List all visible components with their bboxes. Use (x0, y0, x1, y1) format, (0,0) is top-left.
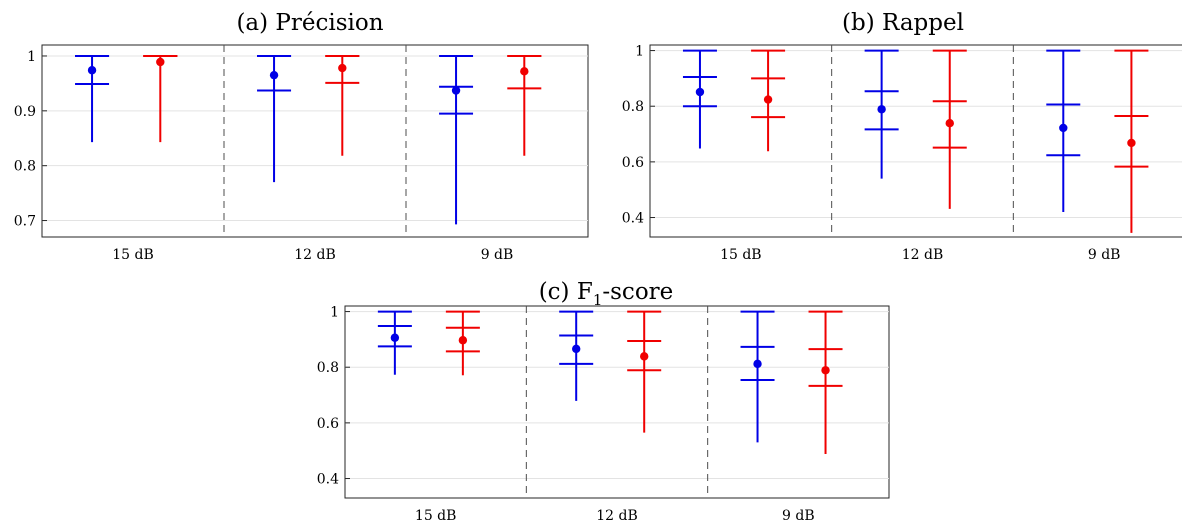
errorbar-red (751, 49, 786, 152)
errorbar-red (1114, 49, 1149, 233)
y-tick-label: 1 (27, 49, 36, 65)
chart-title-c-suffix: -score (602, 279, 673, 305)
mean-point (1059, 123, 1068, 133)
x-tick-label: 9 dB (481, 247, 514, 263)
mean-point (821, 366, 830, 375)
mean-point (945, 118, 954, 128)
errorbar-red (325, 54, 360, 156)
chart-title-a: (a) Précision (236, 10, 383, 36)
errorbar-red (932, 49, 967, 209)
errorbar-blue (864, 49, 899, 179)
plot-marks-c: 0.4 0.6 0.8 1 15 dB 12 dB 9 dB (317, 305, 889, 524)
x-tick-label: 15 dB (112, 247, 154, 263)
mean-point (1127, 138, 1136, 148)
chart-title-b: (b) Rappel (842, 10, 964, 36)
errorbar-red (627, 310, 662, 433)
mean-point (390, 333, 400, 342)
y-tick-label: 0.9 (14, 104, 36, 120)
errorbar-blue (75, 54, 110, 143)
plot-marks-b: 0.4 0.6 0.8 1 15 dB 12 dB 9 dB (622, 44, 1182, 263)
errorbar-blue (257, 54, 292, 183)
mean-point (520, 67, 529, 76)
chart-title-c-main: (c) F (539, 279, 593, 305)
mean-point (338, 63, 347, 73)
mean-point (572, 344, 581, 354)
mean-point (695, 87, 705, 97)
mean-point (753, 359, 762, 369)
mean-point (451, 86, 461, 95)
y-tick-label: 0.8 (14, 159, 36, 175)
y-tick-label: 0.4 (622, 211, 644, 227)
y-tick-label: 0.8 (622, 99, 644, 115)
errorbar-blue (559, 310, 594, 401)
y-tick-label: 0.8 (317, 360, 339, 376)
x-tick-label: 15 dB (415, 508, 457, 524)
mean-point (87, 66, 97, 75)
y-tick-label: 1 (635, 44, 644, 60)
y-tick-label: 1 (330, 305, 339, 321)
x-tick-label: 12 dB (596, 508, 638, 524)
x-tick-label: 12 dB (294, 247, 336, 263)
errorbar-blue (377, 310, 412, 375)
mean-point (269, 70, 279, 80)
mean-point (640, 352, 649, 361)
y-tick-label: 0.6 (317, 416, 339, 432)
plot-area-c (344, 305, 890, 499)
y-tick-label: 0.6 (622, 155, 644, 171)
mean-point (156, 57, 165, 67)
plot-marks-a: 0.7 0.8 0.9 1 15 dB 12 dB 9 dB (14, 45, 588, 263)
plot-area-b (649, 44, 1182, 238)
chart-title-c: (c) F1-score (539, 279, 674, 309)
x-tick-label: 9 dB (782, 508, 815, 524)
chart-panel-a: (a) Précision 0.7 0.8 0.9 1 15 dB 12 dB 9 dB (14, 10, 589, 263)
chart-title-c-subscript: 1 (593, 291, 603, 309)
chart-panel-b: (b) Rappel 0.4 0.6 0.8 1 15 dB 12 dB 9 dB (622, 10, 1182, 263)
errorbar-red (445, 310, 480, 376)
errorbar-blue (1046, 49, 1081, 212)
x-tick-label: 15 dB (720, 247, 762, 263)
mean-point (458, 336, 468, 345)
mean-point (763, 95, 773, 104)
y-tick-label: 0.4 (317, 472, 339, 488)
errorbar-blue (439, 54, 474, 225)
errorbar-blue (682, 49, 717, 149)
y-tick-label: 0.7 (14, 214, 36, 230)
errorbar-red (507, 54, 542, 156)
errorbar-blue (740, 310, 775, 443)
mean-point (877, 105, 886, 114)
x-tick-label: 9 dB (1088, 247, 1121, 263)
x-tick-label: 12 dB (902, 247, 944, 263)
plot-area-a (41, 44, 589, 238)
errorbar-red (808, 310, 843, 455)
errorbar-red (143, 54, 178, 143)
